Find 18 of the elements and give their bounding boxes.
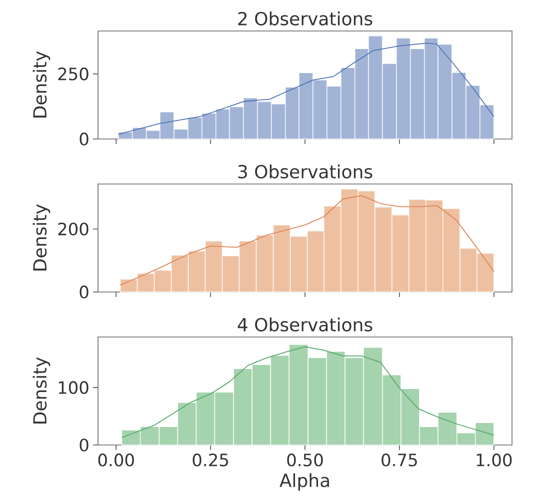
y-tick-label: 0 [80,286,88,298]
y-tick-label: 0 [80,132,88,146]
x-tick-label: 0.25 [192,454,228,466]
x-tick-label: 0.50 [287,454,323,466]
y-axis-title: Density [32,204,50,270]
y-tick-label: 0 [80,438,88,452]
x-tick-label: 0.00 [98,454,134,466]
x-axis-title: Alpha [280,473,329,491]
y-tick-label: 100 [58,381,88,394]
y-tick-label: 250 [58,68,88,80]
x-tick-label: 1.00 [476,454,512,466]
x-tick-label: 0.75 [382,454,417,466]
y-axis-title: Density [32,51,50,118]
y-tick-label: 200 [58,222,88,236]
y-axis-title: Density [32,357,50,424]
chart-title: 3 Observations [238,164,372,178]
chart-title: 2 Observations [238,12,372,26]
chart-title: 4 Observations [238,318,372,332]
